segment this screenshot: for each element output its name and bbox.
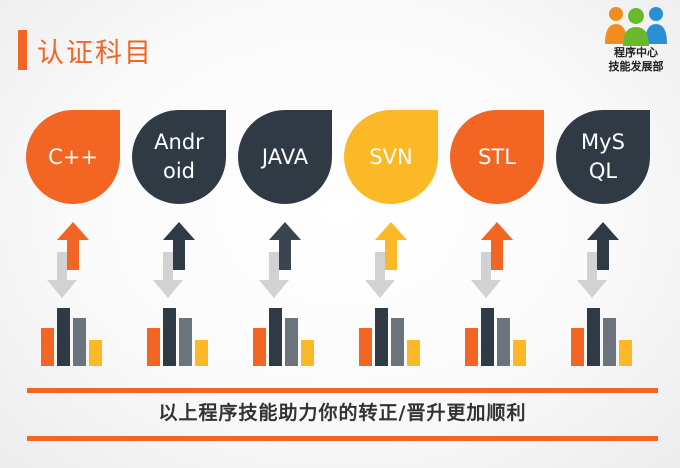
down-arrow-icon bbox=[259, 252, 289, 298]
drop-shape bbox=[238, 110, 332, 204]
down-arrow-icon bbox=[471, 252, 501, 298]
bar-graph-bar bbox=[301, 340, 314, 366]
bar-graph-bar bbox=[89, 340, 102, 366]
subject-label: Andr oid bbox=[154, 130, 204, 183]
bar-graph-bar bbox=[163, 308, 176, 366]
bar-graph-bar bbox=[571, 328, 584, 366]
bar-graph-bar bbox=[375, 308, 388, 366]
subject-cpp: C++ bbox=[26, 110, 120, 374]
logo-text: 程序中心 技能发展部 bbox=[596, 46, 676, 74]
bar-graph-bar bbox=[179, 318, 192, 366]
logo-line-2: 技能发展部 bbox=[608, 60, 664, 73]
subject-label: MyS QL bbox=[581, 130, 625, 183]
down-arrow-icon bbox=[153, 252, 183, 298]
bar-graph-icon bbox=[465, 308, 526, 366]
logo: 程序中心 技能发展部 bbox=[596, 2, 676, 82]
bar-graph-bar bbox=[195, 340, 208, 366]
up-down-arrow-icon bbox=[577, 222, 619, 298]
drop-shape bbox=[450, 110, 544, 204]
bar-graph-bar bbox=[407, 340, 420, 366]
drop-shape bbox=[344, 110, 438, 204]
bar-graph-bar bbox=[253, 328, 266, 366]
bar-graph-bar bbox=[497, 318, 510, 366]
up-down-arrow-icon bbox=[153, 222, 195, 298]
bar-graph-icon bbox=[253, 308, 314, 366]
subject-label: C++ bbox=[48, 144, 98, 169]
up-arrow-icon bbox=[269, 222, 301, 270]
up-down-arrow-icon bbox=[259, 222, 301, 298]
drop-shape bbox=[26, 110, 120, 204]
bar-graph-bar bbox=[147, 328, 160, 366]
bar-graph-bar bbox=[619, 340, 632, 366]
bar-graph-bar bbox=[285, 318, 298, 366]
page-title: 认证科目 bbox=[18, 30, 153, 70]
up-down-arrow-icon bbox=[365, 222, 407, 298]
bar-graph-bar bbox=[73, 318, 86, 366]
subject-label: SVN bbox=[369, 144, 413, 169]
footer-divider-top bbox=[27, 388, 658, 393]
down-arrow-icon bbox=[365, 252, 395, 298]
page-title-text: 认证科目 bbox=[37, 37, 153, 69]
bar-graph-bar bbox=[603, 318, 616, 366]
bar-graph-icon bbox=[571, 308, 632, 366]
bar-graph-bar bbox=[41, 328, 54, 366]
bar-graph-bar bbox=[57, 308, 70, 366]
subject-java: JAVA bbox=[238, 110, 332, 374]
up-arrow-icon bbox=[587, 222, 619, 270]
people-icon bbox=[605, 7, 667, 46]
bar-graph-bar bbox=[269, 308, 282, 366]
bar-graph-bar bbox=[359, 328, 372, 366]
subject-mysql: MyS QL bbox=[556, 110, 650, 374]
bar-graph-icon bbox=[41, 308, 102, 366]
up-down-arrow-icon bbox=[471, 222, 513, 298]
bar-graph-bar bbox=[587, 308, 600, 366]
drop-shape bbox=[132, 110, 226, 204]
up-arrow-icon bbox=[57, 222, 89, 270]
subject-label: STL bbox=[478, 144, 516, 169]
down-arrow-icon bbox=[47, 252, 77, 298]
up-arrow-icon bbox=[163, 222, 195, 270]
down-arrow-icon bbox=[577, 252, 607, 298]
bar-graph-icon bbox=[359, 308, 420, 366]
bar-graph-bar bbox=[513, 340, 526, 366]
up-down-arrow-icon bbox=[47, 222, 89, 298]
footer-divider-bottom bbox=[27, 436, 658, 441]
subject-stl: STL bbox=[450, 110, 544, 374]
up-arrow-icon bbox=[481, 222, 513, 270]
drop-shape bbox=[556, 110, 650, 204]
footer-text: 以上程序技能助力你的转正/晋升更加顺利 bbox=[158, 402, 527, 424]
bar-graph-icon bbox=[147, 308, 208, 366]
bar-graph-bar bbox=[391, 318, 404, 366]
title-accent-bar bbox=[18, 30, 27, 70]
logo-line-1: 程序中心 bbox=[614, 46, 658, 59]
subject-label: JAVA bbox=[261, 144, 309, 169]
bar-graph-bar bbox=[465, 328, 478, 366]
up-arrow-icon bbox=[375, 222, 407, 270]
bar-graph-bar bbox=[481, 308, 494, 366]
subject-android: Andr oid bbox=[132, 110, 226, 374]
subject-svn: SVN bbox=[344, 110, 438, 374]
